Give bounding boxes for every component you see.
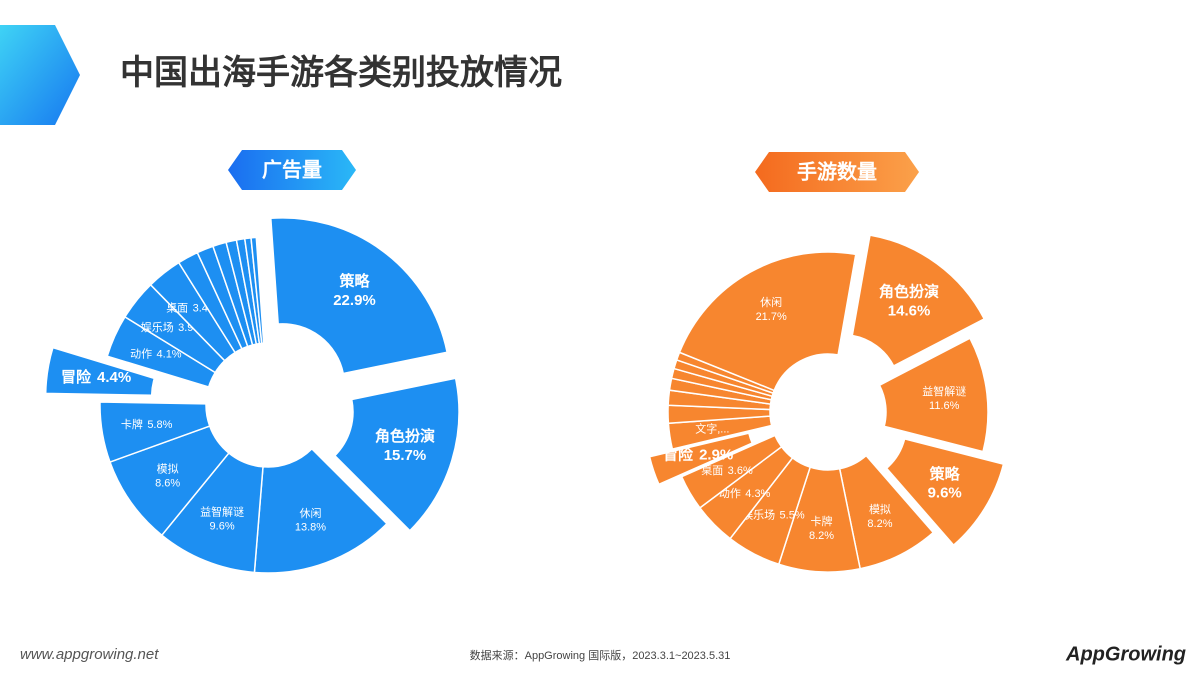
category-label: 动作 xyxy=(130,347,152,360)
category-label: 卡牌 xyxy=(121,417,143,431)
data-label: 策略 9.6% xyxy=(928,465,962,502)
page-title: 中国出海手游各类别投放情况 xyxy=(120,53,562,92)
slice xyxy=(44,346,156,397)
value-label: 8.2% xyxy=(809,530,834,542)
badge xyxy=(755,152,919,192)
category-label: 休闲 xyxy=(760,295,782,309)
data-label: 卡牌 8.2% xyxy=(809,514,834,542)
data-label: 模拟 8.6% xyxy=(155,461,180,489)
slice xyxy=(851,234,986,367)
data-label: 角色扮演 15.7% xyxy=(375,427,435,464)
category-label: 卡牌 xyxy=(811,514,833,528)
value-label: 4.1% xyxy=(157,348,182,360)
category-label: 策略 xyxy=(929,465,961,483)
category-label: 模拟 xyxy=(157,461,179,475)
data-label: 休闲 21.7% xyxy=(756,295,787,323)
value-label: 9.6% xyxy=(210,520,235,532)
chart-title: 手游数量 xyxy=(797,159,877,183)
data-label: 桌面 3.6% xyxy=(701,464,753,477)
value-label: 21.7% xyxy=(756,311,787,323)
category-label: 益智解谜 xyxy=(200,504,244,518)
data-label: 动作 4.1% xyxy=(130,347,182,360)
value-label: 13.8% xyxy=(295,521,326,533)
slice xyxy=(680,434,783,509)
category-label: 冒险 xyxy=(663,446,694,464)
data-label: 策略 22.9% xyxy=(333,272,376,309)
slice xyxy=(253,447,388,574)
data-label: 益智解谜 11.6% xyxy=(922,384,966,412)
category-label: 策略 xyxy=(338,272,370,290)
category-label: 桌面 xyxy=(166,301,188,314)
value-label: 4.3% xyxy=(745,488,770,500)
slice xyxy=(885,438,1005,547)
slice xyxy=(648,432,754,486)
category-label: 角色扮演 xyxy=(879,283,939,301)
category-label: 益智解谜 xyxy=(922,384,966,398)
data-label: 模拟 8.2% xyxy=(867,502,892,530)
slice xyxy=(250,236,265,345)
data-label: 休闲 13.8% xyxy=(295,506,326,534)
slice xyxy=(678,251,857,392)
data-label: 角色扮演 14.6% xyxy=(879,283,939,320)
category-label: 桌面 xyxy=(701,464,723,477)
data-label: 文字,... xyxy=(695,422,729,436)
slice xyxy=(878,337,989,453)
source: 数据来源：AppGrowing 国际版，2023.3.1~2023.5.31 xyxy=(470,648,731,662)
slice xyxy=(269,217,448,375)
value-label: 5.5% xyxy=(780,509,805,521)
category-label: 文字,... xyxy=(695,422,729,436)
chart-title: 广告量 xyxy=(262,157,322,181)
logo: AppGrowing xyxy=(1065,643,1186,665)
value-label: 3.6% xyxy=(728,465,753,477)
value-label: 14.6% xyxy=(888,302,931,319)
value-label: 11.6% xyxy=(929,400,960,412)
value-label: 8.2% xyxy=(867,518,892,530)
category-label: 休闲 xyxy=(299,506,321,520)
data-label: 冒险 2.9% xyxy=(663,446,733,464)
value-label: 9.6% xyxy=(928,485,962,502)
data-label: 动作 4.3% xyxy=(719,487,771,500)
value-label: 8.6% xyxy=(155,477,180,489)
data-label: 冒险 4.4% xyxy=(61,368,131,386)
category-label: 娱乐场 xyxy=(141,320,174,334)
title-chevron xyxy=(0,25,80,125)
value-label: 4.4% xyxy=(97,369,131,386)
slice xyxy=(99,401,211,463)
data-label: 卡牌 5.8% xyxy=(121,417,173,431)
category-label: 角色扮演 xyxy=(375,427,435,445)
badge xyxy=(228,150,356,190)
category-label: 冒险 xyxy=(61,368,92,386)
slice xyxy=(333,377,460,532)
value-label: 5.8% xyxy=(147,419,172,431)
website: www.appgrowing.net xyxy=(20,646,159,663)
value-label: 2.9% xyxy=(699,447,733,464)
category-label: 模拟 xyxy=(869,502,891,516)
value-label: 15.7% xyxy=(384,447,427,464)
value-label: 22.9% xyxy=(333,292,376,309)
data-label: 益智解谜 9.6% xyxy=(200,504,244,532)
